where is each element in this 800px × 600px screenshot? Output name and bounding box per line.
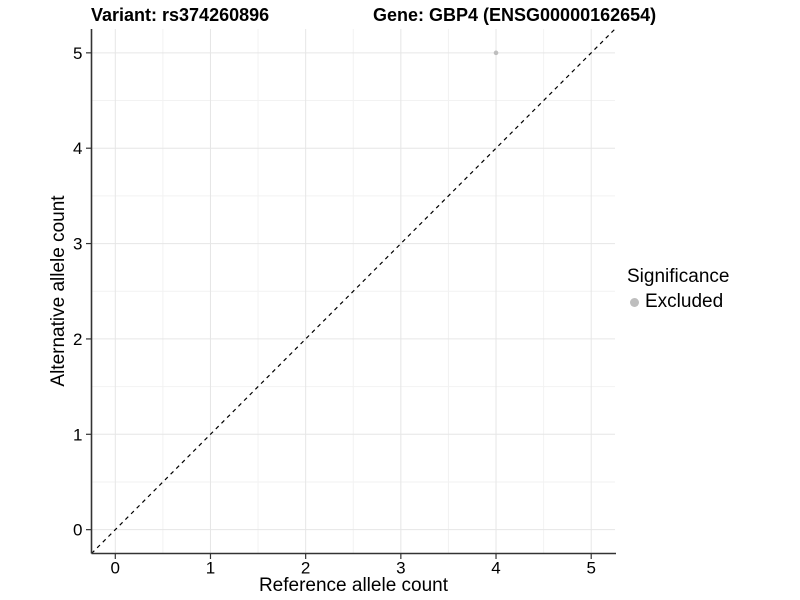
legend-title: Significance: [627, 266, 730, 287]
x-tick-label: 5: [586, 559, 595, 578]
x-tick-label: 0: [111, 559, 120, 578]
data-point: [493, 50, 499, 56]
y-tick-label: 3: [73, 235, 82, 254]
y-tick-label: 0: [73, 521, 82, 540]
y-tick-label: 2: [73, 330, 82, 349]
plot-title-gene: Gene: GBP4 (ENSG00000162654): [373, 5, 657, 25]
y-tick-label: 4: [73, 139, 82, 158]
y-tick-label: 1: [73, 425, 82, 444]
legend-entry-excluded: Excluded: [627, 291, 729, 313]
identity-dashed-line: [91, 28, 616, 554]
x-tick-label: 1: [206, 559, 215, 578]
legend-dot-icon: [630, 297, 639, 307]
y-tick-label: 5: [73, 44, 82, 63]
x-tick-label: 3: [396, 559, 405, 578]
legend: Significance Excluded: [627, 266, 729, 313]
x-axis-title: Reference allele count: [258, 575, 449, 596]
x-tick-label: 2: [301, 559, 310, 578]
legend-entry-label: Excluded: [645, 291, 724, 312]
plot-title-variant: Variant: rs374260896: [91, 5, 270, 25]
x-tick-label: 4: [491, 559, 500, 578]
y-axis-title: Alternative allele count: [48, 195, 69, 387]
